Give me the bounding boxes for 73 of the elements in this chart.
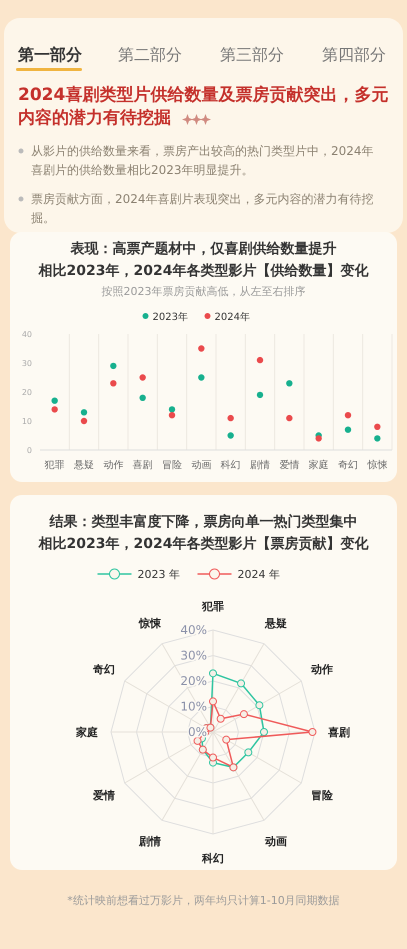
- text: 第二部分: [118, 45, 182, 64]
- x-tick-label: 冒险: [162, 459, 182, 471]
- x-tick-label: 惊悚: [366, 459, 388, 471]
- point: [374, 435, 381, 442]
- chart-title: 结果：类型丰富度下降，票房向单一热门类型集中: [48, 513, 358, 530]
- y-tick-label: 40%: [180, 623, 207, 637]
- spoke-label: 犯罪: [201, 600, 224, 613]
- y-tick-label: 30%: [180, 648, 207, 662]
- point: [286, 380, 293, 386]
- legend-label: 2023 年: [138, 568, 180, 581]
- point: [139, 394, 146, 401]
- spoke-label: 悬疑: [264, 616, 287, 630]
- spoke-label: 奇幻: [92, 663, 115, 676]
- text: 票房贡献方面，2024年喜剧片表现突出，多元内容的潜力有待挖掘。: [31, 192, 374, 225]
- chart-subtitle: 相比2023年，2024年各类型影片【供给数量】变化: [38, 262, 370, 279]
- y-tick-label: 30: [22, 359, 32, 368]
- point: [139, 374, 146, 381]
- point: [198, 345, 205, 352]
- x-tick-label: 悬疑: [73, 459, 94, 471]
- point: [110, 380, 117, 386]
- x-tick-label: 喜剧: [132, 459, 153, 471]
- text: 从影片的供给数量来看，票房产出较高的热门类型片中，2024年喜剧片的供给数量相比2023年明显提升。: [31, 144, 374, 177]
- x-tick-label: 家庭: [308, 459, 329, 471]
- text: 按照2023年票房贡献高低，从左至右排序: [102, 285, 306, 298]
- text: *统计映前想看过万影片，两年均只计算1-10月同期数据: [67, 894, 340, 907]
- y-tick-label: 20: [22, 388, 32, 397]
- x-tick-label: 动作: [103, 460, 124, 471]
- chart-title: 表现：高票产题材中，仅喜剧供给数量提升: [70, 240, 336, 257]
- spoke-label: 家庭: [75, 726, 98, 739]
- point: [374, 424, 381, 430]
- point: [51, 398, 58, 404]
- point: [80, 409, 88, 416]
- x-tick-label: 爱情: [279, 459, 300, 471]
- spoke-label: 动作: [310, 663, 334, 676]
- point: [315, 435, 322, 442]
- x-tick-label: 动画: [191, 460, 212, 471]
- spoke-label: 喜剧: [327, 726, 350, 739]
- text: 2024喜剧类型片供给数量及票房贡献突出，多元内容的潜力有待挖掘: [18, 85, 388, 128]
- point: [227, 414, 234, 422]
- x-tick-label: 犯罪: [44, 460, 65, 471]
- spoke-label: 冒险: [311, 789, 334, 802]
- point: [344, 426, 352, 433]
- legend-label: 2024年: [214, 311, 250, 323]
- point: [110, 362, 117, 370]
- point: [256, 356, 264, 364]
- point: [286, 414, 293, 422]
- point: [198, 374, 205, 381]
- point: [80, 418, 88, 424]
- y-tick-label: 10%: [180, 700, 207, 714]
- y-tick-label: 20%: [180, 674, 207, 688]
- point: [168, 406, 176, 413]
- y-tick-label: 0: [26, 446, 32, 455]
- point: [344, 412, 352, 418]
- y-tick-label: 40: [22, 330, 32, 339]
- point: [256, 392, 264, 398]
- spoke-label: 爱情: [92, 789, 115, 802]
- spoke-label: 科幻: [201, 852, 224, 865]
- text: 第一部分: [17, 45, 83, 64]
- x-tick-label: 剧情: [250, 459, 270, 471]
- text: 第三部分: [220, 45, 284, 64]
- legend-label: 2023年: [152, 311, 188, 323]
- text: 第四部分: [322, 45, 386, 64]
- x-tick-label: 奇幻: [338, 459, 358, 471]
- spoke-label: 动画: [264, 835, 287, 848]
- legend-label: 2024 年: [238, 568, 280, 581]
- spoke-label: 惊悚: [138, 616, 162, 630]
- spoke-label: 剧情: [138, 835, 161, 848]
- point: [227, 432, 234, 439]
- y-tick-label: 10: [22, 417, 32, 426]
- chart-subtitle: 相比2023年，2024年各类型影片【票房贡献】变化: [38, 535, 370, 552]
- point: [168, 412, 176, 418]
- x-tick-label: 科幻: [220, 459, 241, 471]
- point: [51, 406, 58, 413]
